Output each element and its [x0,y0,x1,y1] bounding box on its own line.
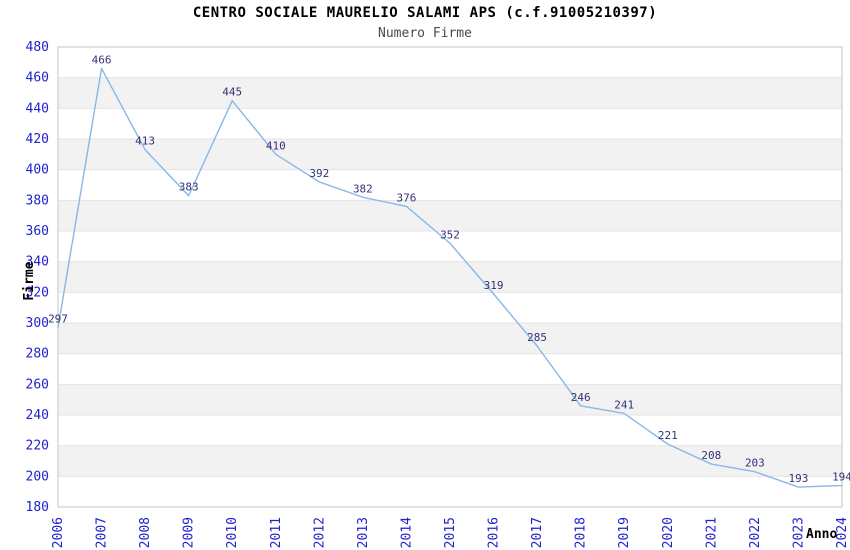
y-tick-label: 480 [26,40,49,55]
x-tick-label: 2021 [704,517,719,548]
y-tick-label: 420 [26,132,49,147]
plot-band [58,323,842,354]
x-tick-label: 2017 [530,517,545,548]
y-tick-label: 240 [26,408,49,423]
y-tick-label: 380 [26,193,49,208]
x-tick-label: 2009 [182,517,197,548]
data-point-label: 352 [440,228,460,241]
data-point-label: 410 [266,139,286,152]
data-point-label: 285 [527,331,547,344]
data-point-label: 246 [571,391,591,404]
plot-band [58,445,842,477]
x-tick-label: 2020 [661,517,676,548]
plot-band [58,384,842,415]
x-tick-label: 2019 [617,517,632,548]
y-tick-label: 360 [26,224,49,239]
plot-band [58,77,842,109]
data-point-label: 382 [353,182,373,195]
data-point-label: 203 [745,457,765,470]
x-tick-label: 2011 [269,517,284,548]
data-point-label: 383 [179,181,199,194]
y-tick-label: 180 [26,500,49,515]
y-tick-label: 440 [26,101,49,116]
y-tick-label: 260 [26,377,49,392]
x-tick-label: 2018 [574,517,589,548]
data-point-label: 392 [309,167,329,180]
x-tick-label: 2022 [748,517,763,548]
data-point-label: 194 [832,471,850,484]
y-tick-label: 460 [26,71,49,86]
data-point-label: 241 [614,398,634,411]
x-tick-label: 2024 [835,517,850,548]
y-tick-label: 300 [26,316,49,331]
x-tick-label: 2023 [791,517,806,548]
x-tick-label: 2015 [443,517,458,548]
chart-title: CENTRO SOCIALE MAURELIO SALAMI APS (c.f.… [192,5,658,21]
data-point-label: 445 [222,86,242,99]
x-tick-label: 2007 [95,517,110,548]
y-tick-label: 200 [26,469,49,484]
data-point-label: 466 [92,53,112,66]
x-axis-title: Anno [806,527,838,542]
y-tick-label: 280 [26,347,49,362]
y-tick-label: 320 [26,285,49,300]
chart-subtitle: Numero Firme [378,26,472,41]
y-axis-title: Firme [22,261,37,301]
series-line [57,67,843,488]
x-tick-label: 2016 [487,517,502,548]
x-tick-label: 2010 [225,517,240,548]
plot-band [58,200,842,231]
x-tick-label: 2012 [312,517,327,548]
data-point-label: 319 [484,279,504,292]
data-point-label: 193 [789,472,809,485]
plot-border [57,46,843,508]
x-tick-label: 2014 [399,517,414,548]
data-point-label: 297 [48,313,68,326]
y-tick-label: 220 [26,439,49,454]
plot-band [58,139,842,170]
x-tick-label: 2006 [51,517,66,548]
data-point-label: 208 [701,449,721,462]
x-tick-label: 2008 [138,517,153,548]
data-point-label: 376 [397,191,417,204]
data-point-label: 413 [135,135,155,148]
y-tick-label: 340 [26,255,49,270]
y-tick-label: 400 [26,163,49,178]
x-tick-label: 2013 [356,517,371,548]
data-point-label: 221 [658,429,678,442]
plot-band [58,261,842,293]
